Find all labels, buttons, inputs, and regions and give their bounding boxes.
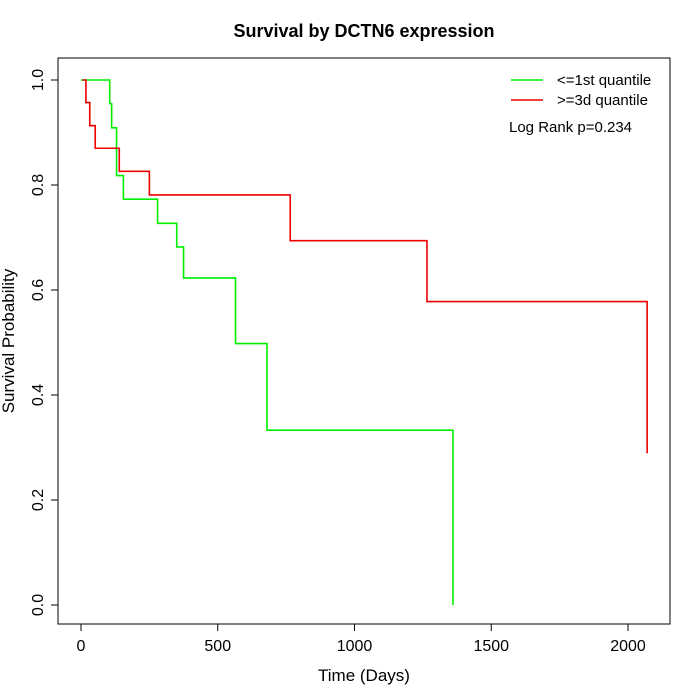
x-axis: 0 500 1000 1500 2000: [77, 623, 646, 655]
legend-label-1: <=1st quantile: [557, 72, 651, 89]
x-tick-label: 500: [204, 638, 231, 655]
x-tick-label: 1000: [337, 638, 373, 655]
series-line-1: [81, 79, 454, 605]
y-tick-label: 0.0: [30, 594, 47, 616]
series-line-2: [82, 79, 648, 454]
y-tick-label: 0.4: [30, 384, 47, 406]
chart-title: Survival by DCTN6 expression: [233, 21, 494, 41]
plot-frame: [57, 57, 671, 625]
legend-label-2: >=3d quantile: [557, 92, 648, 109]
x-tick-label: 2000: [610, 638, 646, 655]
y-tick-label: 1.0: [30, 69, 47, 91]
y-axis-label: Survival Probability: [0, 268, 18, 413]
x-axis-label: Time (Days): [318, 666, 410, 685]
y-axis: 0.0 0.2 0.4 0.6 0.8 1.0: [30, 69, 59, 616]
series-layer: [81, 79, 648, 605]
log-rank-annotation: Log Rank p=0.234: [509, 119, 632, 136]
legend: <=1st quantile >=3d quantile: [511, 72, 651, 109]
x-tick-label: 1500: [473, 638, 509, 655]
x-tick-label: 0: [77, 638, 86, 655]
y-tick-label: 0.2: [30, 489, 47, 511]
y-tick-label: 0.6: [30, 279, 47, 301]
y-tick-label: 0.8: [30, 174, 47, 196]
